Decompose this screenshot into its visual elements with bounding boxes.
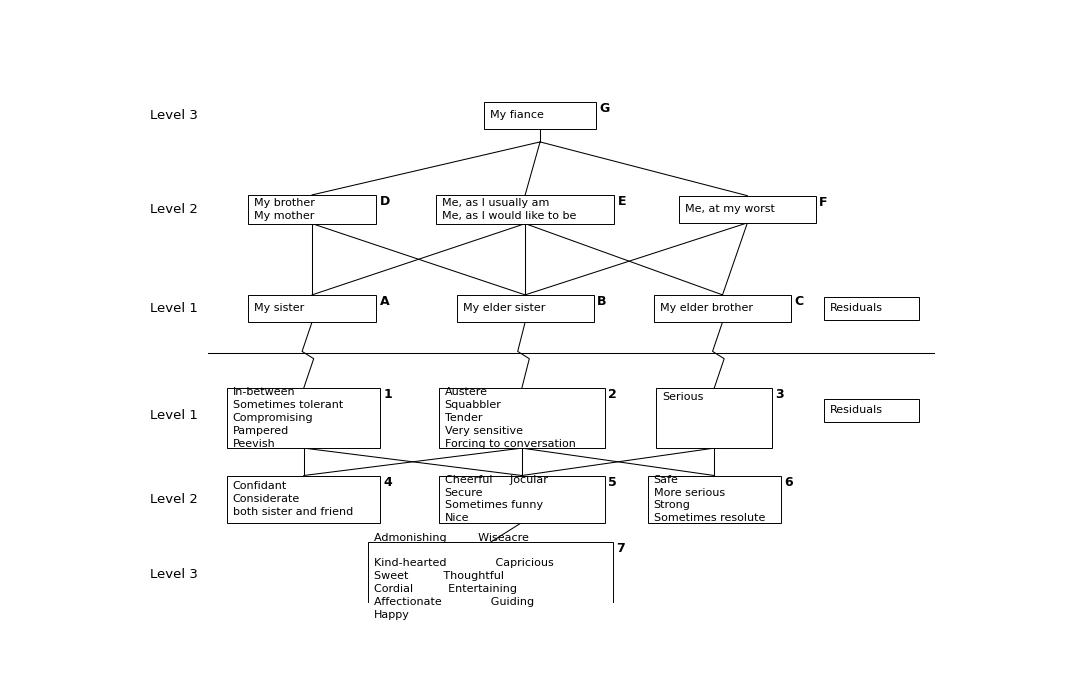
Bar bbox=[656, 388, 773, 448]
Bar bbox=[654, 295, 791, 322]
Text: Serious: Serious bbox=[662, 393, 703, 402]
Text: Level 3: Level 3 bbox=[150, 108, 198, 122]
Text: My sister: My sister bbox=[254, 304, 304, 313]
Text: D: D bbox=[380, 195, 389, 208]
Text: My brother
My mother: My brother My mother bbox=[254, 198, 315, 220]
Text: 7: 7 bbox=[616, 542, 625, 555]
Text: Me, at my worst: Me, at my worst bbox=[685, 204, 775, 214]
Bar bbox=[824, 297, 919, 320]
Text: Level 2: Level 2 bbox=[150, 492, 198, 506]
Bar bbox=[227, 475, 381, 523]
Text: Level 1: Level 1 bbox=[150, 302, 198, 315]
Text: Admonishing         Wiseacre

Kind-hearted              Capricious
Sweet        : Admonishing Wiseacre Kind-hearted Capric… bbox=[373, 533, 553, 620]
Bar bbox=[439, 388, 605, 448]
Text: 1: 1 bbox=[384, 388, 393, 401]
Text: Austere
Squabbler
Tender
Very sensitive
Forcing to conversation: Austere Squabbler Tender Very sensitive … bbox=[445, 388, 576, 449]
Text: E: E bbox=[617, 195, 626, 208]
Text: Safe
More serious
Strong
Sometimes resolute: Safe More serious Strong Sometimes resol… bbox=[654, 475, 765, 523]
Text: Level 3: Level 3 bbox=[150, 568, 198, 581]
Text: 6: 6 bbox=[784, 475, 793, 489]
Text: 3: 3 bbox=[776, 388, 784, 401]
Bar bbox=[679, 196, 815, 223]
Text: Confidant
Considerate
both sister and friend: Confidant Considerate both sister and fr… bbox=[233, 481, 353, 517]
Bar bbox=[824, 399, 919, 422]
Text: Me, as I usually am
Me, as I would like to be: Me, as I usually am Me, as I would like … bbox=[442, 198, 576, 220]
Text: A: A bbox=[380, 295, 389, 308]
Bar bbox=[248, 295, 377, 322]
Text: My elder sister: My elder sister bbox=[462, 304, 545, 313]
Text: 5: 5 bbox=[608, 475, 616, 489]
Bar bbox=[368, 542, 613, 610]
Text: B: B bbox=[597, 295, 607, 308]
Text: G: G bbox=[599, 102, 610, 115]
Text: 2: 2 bbox=[608, 388, 616, 401]
Bar bbox=[648, 475, 781, 523]
Bar bbox=[435, 195, 614, 224]
Text: Level 2: Level 2 bbox=[150, 203, 198, 216]
Bar bbox=[484, 102, 596, 129]
Text: My elder brother: My elder brother bbox=[660, 304, 753, 313]
Text: Cheerful     Jocular
Secure
Sometimes funny
Nice: Cheerful Jocular Secure Sometimes funny … bbox=[445, 475, 548, 523]
Text: In-between
Sometimes tolerant
Compromising
Pampered
Peevish: In-between Sometimes tolerant Compromisi… bbox=[233, 388, 343, 449]
Text: 4: 4 bbox=[384, 475, 393, 489]
Text: Residuals: Residuals bbox=[830, 405, 883, 415]
Text: Residuals: Residuals bbox=[830, 304, 883, 313]
Bar bbox=[439, 475, 605, 523]
Text: C: C bbox=[794, 295, 804, 308]
Text: F: F bbox=[820, 196, 827, 209]
Bar bbox=[248, 195, 377, 224]
Text: My fiance: My fiance bbox=[490, 111, 544, 120]
Bar bbox=[227, 388, 381, 448]
Text: Level 1: Level 1 bbox=[150, 409, 198, 422]
Bar bbox=[457, 295, 594, 322]
